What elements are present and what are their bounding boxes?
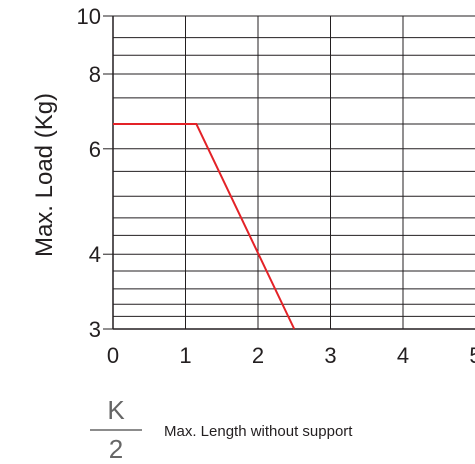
y-tick-labels: 3 4 6 8 10	[77, 4, 113, 342]
series-line	[113, 123, 296, 330]
x-tick-label: 3	[324, 343, 336, 368]
fraction-denominator: 2	[109, 434, 123, 464]
x-tick-label: 1	[179, 343, 191, 368]
data-series	[113, 123, 296, 330]
y-tick-label: 10	[77, 4, 101, 29]
x-tick-label: 5	[469, 343, 475, 368]
x-tick-label: 0	[107, 343, 119, 368]
y-tick-label: 3	[89, 317, 101, 342]
y-axis-label: Max. Load (Kg)	[31, 93, 58, 257]
axes	[112, 16, 475, 330]
fraction-numerator: K	[107, 395, 125, 425]
y-tick-label: 8	[89, 62, 101, 87]
x-tick-label: 2	[252, 343, 264, 368]
x-axis-label: Max. Length without support	[164, 423, 353, 440]
grid-lines	[113, 15, 475, 330]
y-tick-label: 4	[89, 242, 101, 267]
y-tick-label: 6	[89, 137, 101, 162]
x-tick-label: 4	[397, 343, 409, 368]
x-tick-labels: 0 1 2 3 4 5	[107, 343, 475, 368]
